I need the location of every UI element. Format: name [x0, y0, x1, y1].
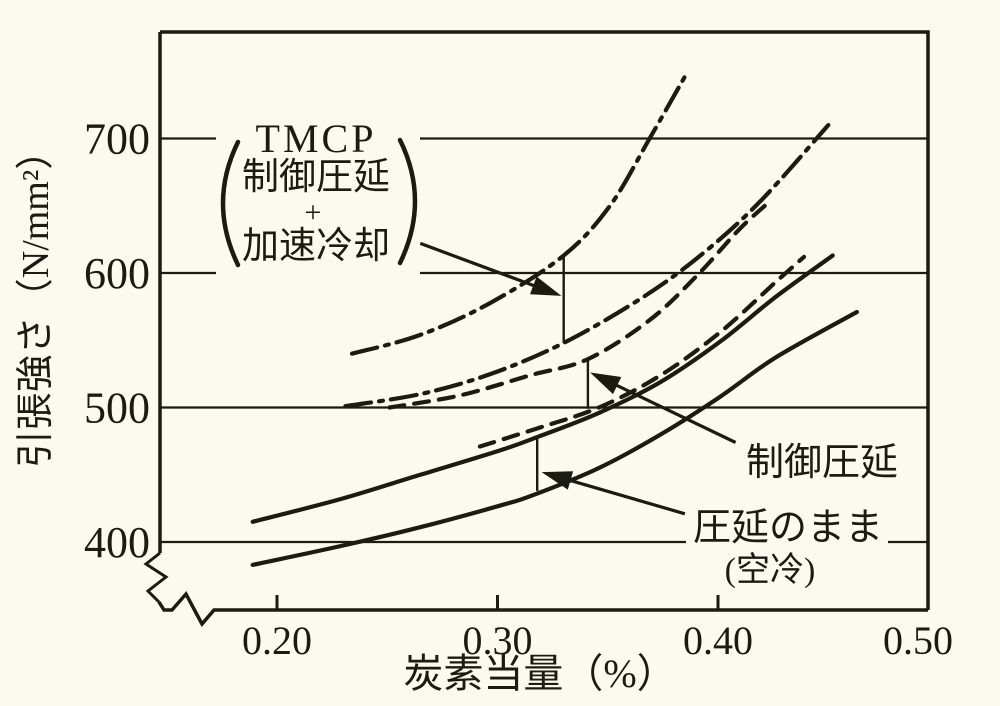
- curve-series-2-dashed: [387, 198, 773, 410]
- x-axis-title: 炭素当量（%）: [403, 651, 676, 696]
- controlled-rolling-label-mask: [736, 438, 906, 484]
- y-tick-labels: 400 500 600 700: [84, 115, 150, 568]
- tmcp-label-mask: [216, 108, 420, 280]
- as-rolled-label-line2: (空冷): [725, 551, 816, 589]
- y-axis-break-squiggle: [143, 551, 169, 604]
- axis-text: 400 500 600 700 0.20 0.30 0.40 0.50 炭素当量（%） 引張…: [15, 115, 953, 697]
- tmcp-left-paren: [220, 139, 241, 268]
- tmcp-label-row2: 加速冷却: [242, 226, 390, 267]
- tmcp-label-heading: TMCP: [256, 116, 377, 161]
- y-tick-label-400: 400: [84, 518, 150, 567]
- controlled-rolling-label: 制御圧延: [736, 438, 906, 484]
- x-tick-labels: 0.20 0.30 0.40 0.50: [242, 618, 953, 663]
- y-tick-label-600: 600: [84, 249, 150, 298]
- curve-series-1-dashdot: [343, 123, 831, 409]
- y-tick-label-700: 700: [84, 115, 150, 164]
- x-tick-label-0.50: 0.50: [883, 618, 953, 663]
- tmcp-label-plus: +: [305, 196, 322, 229]
- x-tick-label-0.40: 0.40: [683, 618, 753, 663]
- arrowhead-icon: [590, 372, 622, 395]
- leader-line-1: [611, 381, 737, 444]
- leader-arrows: [419, 241, 737, 516]
- tmcp-label-row1: 制御圧延: [242, 156, 390, 198]
- as-rolled-label-mask: [686, 501, 888, 553]
- axes-frame: [143, 30, 930, 628]
- x-tick-label-0.30: 0.30: [463, 618, 533, 663]
- y-axis-title: 引張強さ（N/mm²）: [15, 132, 57, 469]
- annotation-labels: TMCP 制御圧延 + 加速冷却 制御圧延 圧延のまま (空冷): [216, 108, 906, 589]
- plot-frame-top-right: [160, 30, 930, 610]
- y-tick-label-500: 500: [84, 384, 150, 433]
- tmcp-right-paren: [397, 137, 418, 266]
- arrowhead-icon: [530, 276, 562, 296]
- as-rolled-label: 圧延のまま (空冷): [686, 501, 888, 589]
- x-axis-line-with-break: [157, 590, 928, 628]
- x-tick-marks: [275, 595, 720, 609]
- tmcp-label-block: TMCP 制御圧延 + 加速冷却: [216, 108, 420, 280]
- leader-line-0: [419, 241, 540, 289]
- band-indicator-bars: [536, 255, 590, 491]
- x-tick-label-0.20: 0.20: [242, 618, 312, 663]
- arrowhead-icon: [541, 471, 574, 490]
- curve-series-3-dashed: [477, 254, 807, 449]
- controlled-rolling-label-text: 制御圧延: [746, 442, 898, 484]
- curve-series-4-solid: [250, 253, 835, 524]
- leader-line-2: [564, 477, 686, 516]
- as-rolled-label-line1: 圧延のまま: [693, 507, 883, 549]
